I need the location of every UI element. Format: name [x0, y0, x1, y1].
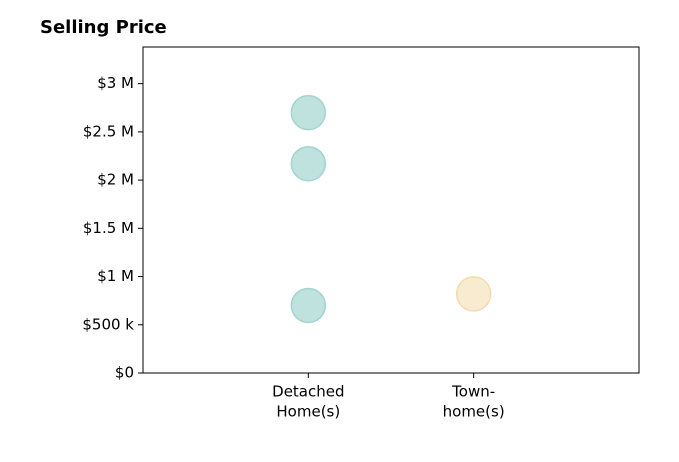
point — [290, 287, 327, 324]
x-tick-label: Town- — [451, 383, 495, 401]
x-tick-label: Home(s) — [276, 403, 340, 421]
point — [290, 94, 327, 131]
plot-frame — [142, 46, 640, 374]
y-tick-label: $2.5 M — [83, 122, 134, 140]
y-tick-label: $500 k — [82, 315, 134, 333]
y-tick-label: $0 — [115, 364, 134, 382]
x-tick-label: Detached — [272, 383, 344, 401]
point — [455, 276, 492, 312]
chart-title: Selling Price — [40, 17, 167, 38]
x-tick-label: home(s) — [443, 403, 505, 421]
y-tick-label: $1 M — [97, 267, 134, 285]
y-tick-label: $1.5 M — [83, 219, 134, 237]
y-tick-label: $3 M — [97, 74, 134, 92]
point — [290, 145, 327, 182]
y-tick-label: $2 M — [97, 171, 134, 189]
